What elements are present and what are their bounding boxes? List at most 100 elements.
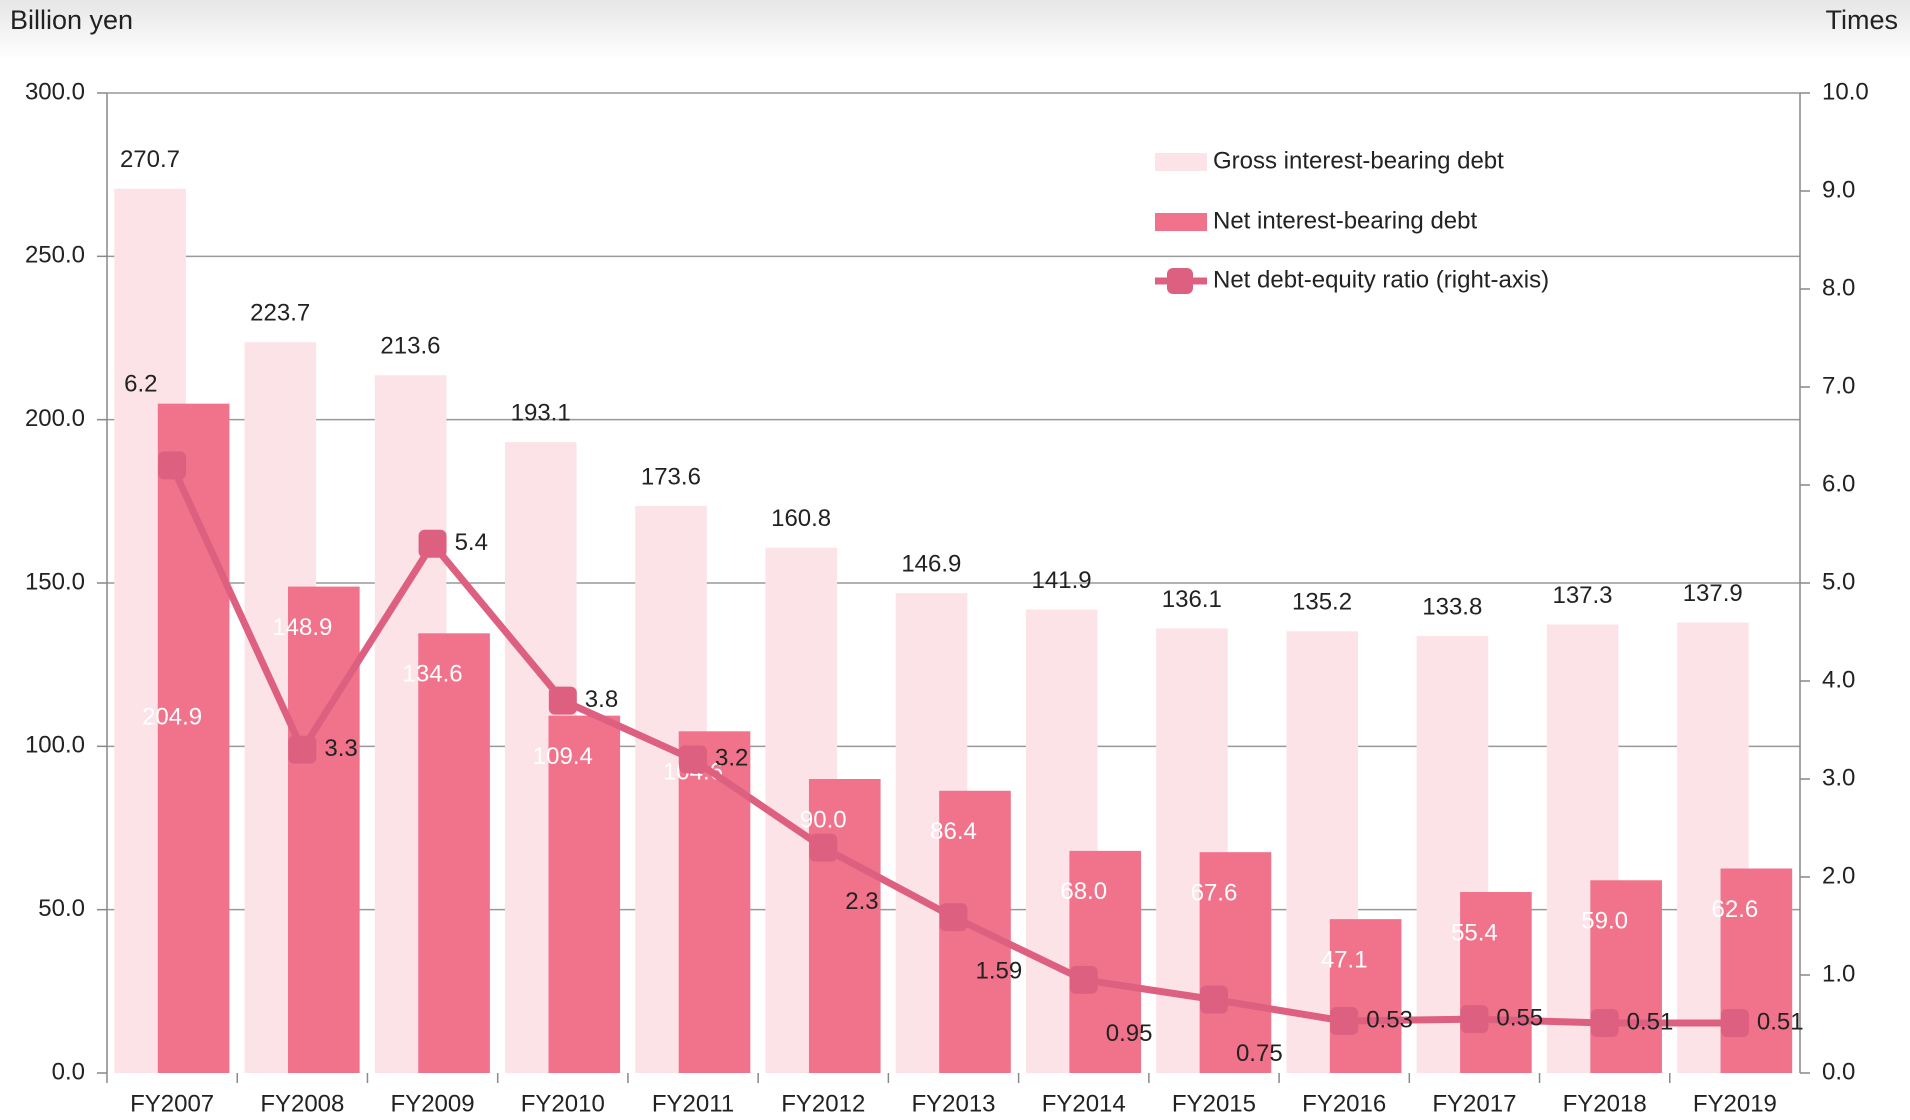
data-label: 173.6	[641, 463, 701, 490]
data-label: 1.59	[976, 958, 1023, 985]
marker	[939, 903, 968, 932]
y-tick-label: 0.0	[52, 1058, 85, 1085]
bar	[1720, 868, 1793, 1073]
data-label: 67.6	[1191, 880, 1238, 907]
x-tick-label: FY2011	[652, 1090, 734, 1117]
data-label: 136.1	[1162, 586, 1222, 613]
legend-label: Net interest-bearing debt	[1213, 207, 1477, 234]
bar	[548, 715, 621, 1073]
data-label: 47.1	[1321, 946, 1368, 973]
marker	[679, 745, 708, 774]
x-tick-label: FY2018	[1563, 1090, 1647, 1117]
x-tick-label: FY2007	[130, 1090, 214, 1117]
marker	[158, 451, 187, 480]
data-label: 68.0	[1060, 878, 1107, 905]
marker	[1199, 985, 1228, 1014]
marker	[1720, 1009, 1749, 1038]
data-label: 0.51	[1627, 1008, 1674, 1035]
legend-label: Gross interest-bearing debt	[1213, 147, 1504, 174]
data-label: 213.6	[380, 333, 440, 360]
x-tick-label: FY2012	[781, 1090, 865, 1117]
marker	[1460, 1005, 1489, 1034]
y-tick-label: 150.0	[25, 568, 85, 595]
bar	[288, 586, 360, 1073]
marker	[1069, 965, 1098, 994]
x-tick-label: FY2017	[1432, 1090, 1516, 1117]
data-label: 2.3	[845, 888, 878, 915]
header-band	[0, 0, 1910, 60]
data-label: 90.0	[800, 806, 847, 833]
x-tick-label: FY2010	[521, 1090, 605, 1117]
y2-tick-label: 5.0	[1822, 568, 1855, 595]
data-label: 137.9	[1683, 580, 1743, 607]
y2-tick-label: 10.0	[1822, 78, 1869, 105]
x-tick-label: FY2014	[1042, 1090, 1126, 1117]
y2-tick-label: 7.0	[1822, 372, 1855, 399]
y-tick-label: 100.0	[25, 732, 85, 759]
y2-tick-label: 2.0	[1822, 862, 1855, 889]
data-label: 137.3	[1552, 582, 1612, 609]
data-label: 0.51	[1757, 1008, 1804, 1035]
y-tick-label: 300.0	[25, 78, 85, 105]
x-tick-label: FY2009	[391, 1090, 475, 1117]
x-tick-label: FY2008	[260, 1090, 344, 1117]
marker	[418, 529, 447, 558]
y2-axis-title: Times	[1826, 5, 1899, 35]
marker	[548, 686, 577, 715]
y2-tick-label: 6.0	[1822, 470, 1855, 497]
bar	[1199, 852, 1272, 1073]
data-label: 204.9	[142, 704, 202, 731]
legend-swatch	[1155, 213, 1207, 231]
x-tick-label: FY2016	[1302, 1090, 1386, 1117]
data-label: 223.7	[250, 300, 310, 327]
marker	[1590, 1009, 1619, 1038]
y2-tick-label: 4.0	[1822, 666, 1855, 693]
bar	[1329, 919, 1402, 1073]
bar	[939, 790, 1011, 1073]
data-label: 135.2	[1292, 589, 1352, 616]
data-label: 6.2	[124, 371, 157, 398]
marker	[809, 833, 838, 862]
data-label: 270.7	[120, 146, 180, 173]
data-label: 3.3	[324, 735, 357, 762]
data-label: 193.1	[511, 400, 571, 427]
data-label: 0.95	[1106, 1020, 1153, 1047]
data-label: 109.4	[533, 743, 593, 770]
bar	[418, 633, 490, 1073]
y-tick-label: 50.0	[38, 895, 85, 922]
data-label: 0.55	[1496, 1004, 1543, 1031]
legend-label: Net debt-equity ratio (right-axis)	[1213, 266, 1549, 293]
bar	[1460, 892, 1532, 1073]
data-label: 0.75	[1236, 1040, 1283, 1067]
y2-tick-label: 9.0	[1822, 176, 1855, 203]
data-label: 62.6	[1712, 896, 1759, 923]
data-label: 134.6	[403, 661, 463, 688]
y2-tick-label: 3.0	[1822, 764, 1855, 791]
data-label: 146.9	[901, 550, 961, 577]
y-tick-label: 200.0	[25, 405, 85, 432]
data-label: 5.4	[455, 529, 488, 556]
y2-tick-label: 0.0	[1822, 1058, 1855, 1085]
data-label: 133.8	[1422, 593, 1482, 620]
x-tick-label: FY2019	[1693, 1090, 1777, 1117]
marker	[288, 735, 317, 764]
bar	[1069, 850, 1142, 1073]
data-label: 59.0	[1581, 908, 1628, 935]
marker	[1330, 1007, 1359, 1036]
data-label: 3.2	[715, 745, 748, 772]
data-label: 3.8	[585, 686, 618, 713]
legend-swatch	[1155, 153, 1207, 171]
x-tick-label: FY2015	[1172, 1090, 1256, 1117]
y2-tick-label: 1.0	[1822, 960, 1855, 987]
data-label: 141.9	[1032, 567, 1092, 594]
y2-tick-label: 8.0	[1822, 274, 1855, 301]
y-axis-title: Billion yen	[10, 5, 133, 35]
data-label: 148.9	[272, 614, 332, 641]
data-label: 0.53	[1366, 1006, 1413, 1033]
bar	[1590, 880, 1662, 1073]
data-label: 86.4	[930, 818, 977, 845]
data-label: 160.8	[771, 505, 831, 532]
bar	[808, 779, 881, 1073]
